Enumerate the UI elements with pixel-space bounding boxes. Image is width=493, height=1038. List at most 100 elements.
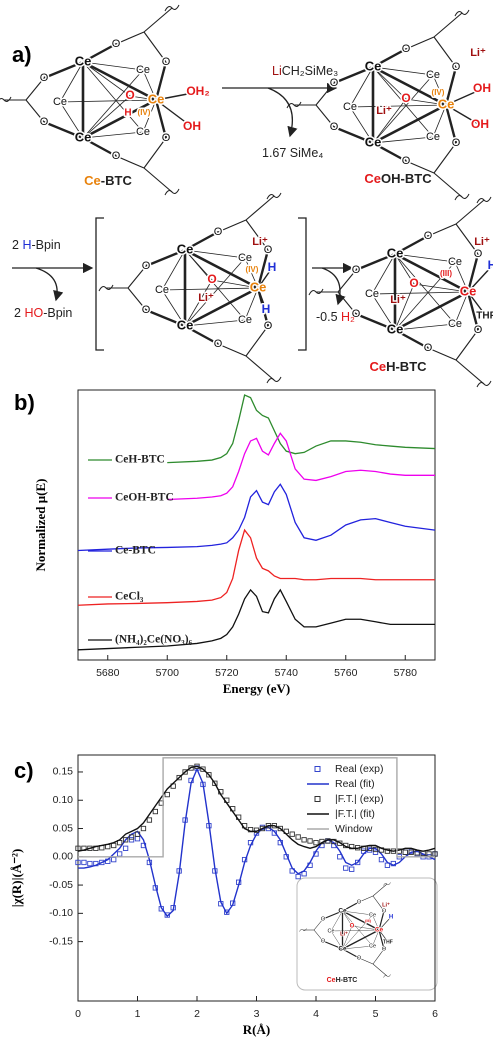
oxygen-atom: O	[214, 338, 223, 350]
ce-atom: Ce	[53, 96, 67, 108]
oxygen-atom: O	[474, 324, 483, 336]
ce-atom: Ce	[177, 241, 194, 256]
legend-marker	[314, 766, 321, 772]
bond	[394, 328, 429, 350]
oxygen-atom: O	[162, 56, 171, 68]
bond	[432, 74, 447, 106]
bond	[143, 7, 173, 33]
bond	[394, 253, 415, 285]
bond	[349, 66, 374, 108]
bond	[394, 290, 469, 332]
bond	[372, 948, 385, 965]
bond	[115, 155, 145, 169]
oxygen-atom: O	[452, 61, 461, 73]
ce-atom: Ce	[426, 131, 440, 143]
data-point	[277, 825, 283, 832]
y-axis-label: Normalized μ(E)	[33, 479, 48, 572]
oxygen-atom: O	[402, 43, 411, 55]
data-line	[167, 394, 436, 464]
oxygen-atom: O	[142, 304, 151, 316]
bond	[59, 61, 84, 103]
data-point	[75, 859, 81, 866]
oxygen-atom: O	[474, 248, 483, 260]
data-point	[188, 765, 194, 771]
bond	[351, 925, 380, 931]
data-line	[78, 767, 436, 918]
ce-atom: Ce	[136, 126, 150, 138]
data-line	[77, 765, 436, 852]
ce-atom: Ce	[338, 946, 347, 953]
ce-atom: Ce	[148, 91, 165, 106]
x-tick-label: 5680	[96, 667, 120, 679]
text-part: H-BTC	[336, 977, 358, 984]
bond	[433, 12, 463, 38]
rich-text: CeOH-BTC	[364, 171, 432, 186]
bond	[467, 265, 493, 293]
ligand-label: Li⁺	[474, 236, 490, 248]
text-part: HO	[24, 306, 43, 320]
bond	[333, 65, 374, 85]
ligand-label: (IV)	[246, 265, 259, 274]
bond	[82, 61, 131, 97]
bond	[127, 287, 147, 311]
oxygen-atom: O	[382, 946, 387, 952]
ce-atom: Ce	[75, 129, 92, 144]
oxygen-atom: O	[112, 150, 121, 162]
ligand-label: Li⁺	[198, 292, 214, 304]
bond	[143, 31, 167, 63]
data-point	[372, 849, 379, 855]
bond	[394, 234, 429, 256]
bond	[142, 99, 157, 133]
ce-atom: Ce	[365, 134, 382, 149]
bond	[211, 279, 259, 289]
bond	[394, 261, 456, 331]
x-axis-label: R(Å)	[243, 1022, 270, 1037]
bond	[313, 918, 324, 931]
ce-atom: Ce	[75, 53, 92, 68]
oxygen-atom: O	[162, 132, 171, 144]
bond	[82, 95, 131, 139]
data-line	[167, 432, 435, 501]
bond	[342, 910, 380, 931]
ligand-label: Li⁺	[252, 236, 268, 248]
bonds	[308, 196, 493, 388]
bond	[372, 74, 434, 144]
bond	[184, 249, 246, 259]
text-part: Ce	[369, 359, 386, 374]
x-tick-label: 1	[135, 1008, 141, 1020]
bond	[145, 248, 186, 268]
data-point	[206, 772, 212, 778]
bond	[405, 36, 435, 50]
oxygen-atom: O	[330, 121, 339, 133]
data-point	[313, 840, 319, 846]
bond	[59, 101, 84, 139]
bond	[433, 142, 457, 174]
squiggle	[266, 376, 282, 384]
ce-atom: Ce	[375, 927, 384, 934]
text-part: -Bpin	[43, 306, 72, 320]
bond	[322, 940, 343, 950]
bond	[115, 31, 145, 45]
bond	[143, 137, 167, 169]
squiggle	[286, 101, 302, 109]
text-part: 1.67 SiMe₄	[262, 146, 323, 160]
ce-atom: Ce	[136, 64, 150, 76]
bond	[244, 287, 259, 321]
data-point	[146, 817, 153, 823]
rich-text: -0.5 H₂	[316, 310, 355, 324]
bond	[155, 99, 193, 128]
oxygen-atom: O	[357, 955, 362, 961]
ligand-label: (III)	[365, 918, 372, 923]
ce-atom: Ce	[238, 314, 252, 326]
y-tick-label: 0.00	[53, 851, 74, 863]
ligand-label: OH	[473, 81, 491, 95]
squiggle	[383, 974, 391, 978]
ce-atom: Ce	[343, 101, 357, 113]
data-point	[289, 831, 295, 837]
data-point	[128, 837, 135, 843]
bonds	[286, 9, 483, 201]
oxygen-atom: O	[357, 899, 362, 905]
bond	[466, 253, 480, 293]
bond	[154, 99, 168, 139]
data-point	[116, 851, 123, 857]
